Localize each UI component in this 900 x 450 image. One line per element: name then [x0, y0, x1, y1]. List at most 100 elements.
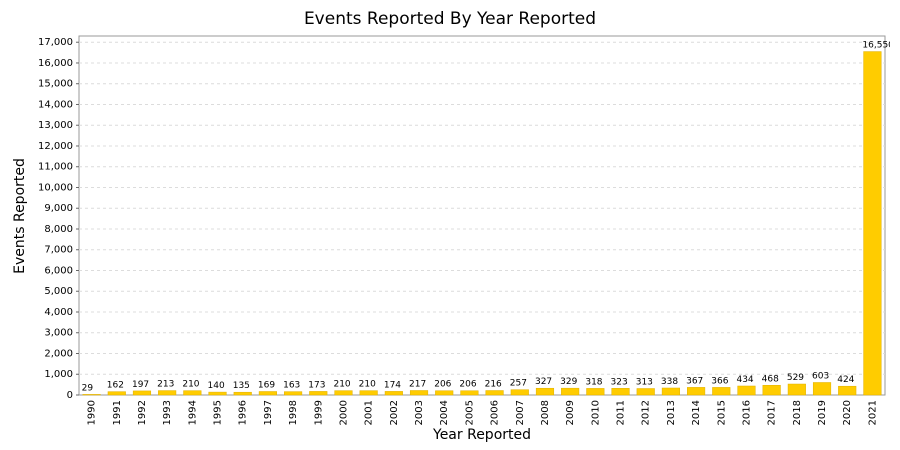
- bar: [158, 390, 177, 396]
- plot-frame: [78, 35, 886, 396]
- x-tick-label: 1999: [313, 400, 324, 425]
- bar: [82, 394, 101, 396]
- value-label: 338: [661, 377, 678, 387]
- x-tick-label: 1990: [87, 400, 98, 425]
- x-tick-label: 2012: [641, 400, 652, 425]
- bar: [384, 391, 403, 396]
- value-label: 169: [258, 380, 275, 390]
- bar: [586, 388, 605, 396]
- bar: [485, 390, 504, 396]
- value-label: 424: [837, 375, 854, 385]
- value-label: 529: [787, 373, 804, 383]
- value-label: 29: [82, 383, 94, 393]
- y-tick-label: 16,000: [38, 58, 73, 69]
- y-tick-label: 4,000: [44, 307, 73, 318]
- bar: [208, 391, 227, 396]
- y-tick-label: 10,000: [38, 182, 73, 193]
- bar: [611, 388, 630, 396]
- bar: [812, 382, 832, 396]
- value-label: 210: [333, 380, 350, 390]
- bar: [687, 387, 706, 396]
- bar: [409, 390, 429, 396]
- bar: [762, 385, 781, 396]
- bar: [787, 383, 806, 396]
- value-label: 140: [208, 381, 225, 391]
- value-label: 210: [359, 380, 376, 390]
- value-label: 323: [611, 377, 628, 387]
- y-tick-label: 13,000: [38, 120, 73, 131]
- bar: [132, 390, 152, 396]
- y-tick-label: 12,000: [38, 141, 73, 152]
- value-label: 206: [434, 380, 451, 390]
- y-tick-label: 7,000: [44, 245, 73, 256]
- value-label: 434: [736, 375, 753, 385]
- y-tick-label: 11,000: [38, 162, 73, 173]
- bar: [233, 391, 252, 396]
- x-tick-label: 1997: [263, 400, 274, 425]
- y-axis-title: Events Reported: [12, 158, 28, 274]
- value-label: 468: [762, 374, 779, 384]
- x-tick-label: 2007: [515, 400, 526, 425]
- x-axis-title: Year Reported: [432, 427, 531, 443]
- value-label: 318: [585, 377, 602, 387]
- x-tick-label: 2000: [338, 400, 349, 425]
- x-tick-label: 2011: [616, 400, 627, 425]
- x-tick-label: 2014: [691, 400, 702, 425]
- value-label: 257: [510, 379, 527, 389]
- bar: [510, 389, 529, 396]
- value-label: 217: [409, 379, 426, 389]
- bar: [838, 385, 857, 396]
- value-labels: 29 162 197 213 210 140 135 169 163 173 210 210 174 21…: [82, 41, 894, 394]
- value-label: 327: [535, 377, 552, 387]
- value-label: 603: [812, 371, 829, 381]
- x-tick-label: 2013: [666, 400, 677, 425]
- bar: [359, 390, 378, 396]
- y-tick-label: 9,000: [44, 203, 73, 214]
- y-tick-label: 6,000: [44, 265, 73, 276]
- x-tick-label: 1992: [137, 400, 148, 425]
- bar: [309, 391, 328, 396]
- y-tick-label: 14,000: [38, 99, 73, 110]
- x-tick-label: 2001: [364, 400, 375, 425]
- value-label: 313: [636, 378, 653, 388]
- bar: [460, 390, 479, 396]
- bar: [712, 387, 731, 396]
- x-tick-label: 2009: [565, 400, 576, 425]
- y-tick-label: 15,000: [38, 79, 73, 90]
- bar: [863, 51, 882, 396]
- bar: [183, 390, 202, 396]
- x-tick-label: 2021: [867, 400, 878, 425]
- bar: [561, 387, 580, 396]
- value-label: 367: [686, 376, 703, 386]
- x-tick-label: 2005: [464, 400, 475, 425]
- x-tick-label: 2016: [741, 400, 752, 425]
- value-label: 197: [132, 380, 149, 390]
- x-tick-label: 1991: [112, 400, 123, 425]
- value-label: 16,550: [862, 41, 894, 51]
- x-tick-label: 2010: [590, 400, 601, 425]
- x-tick-label: 2006: [490, 400, 501, 425]
- x-tick-label: 2015: [716, 400, 727, 425]
- value-label: 174: [384, 380, 401, 390]
- x-tick-label: 1994: [187, 400, 198, 425]
- x-tick-label: 2018: [792, 400, 803, 425]
- value-label: 213: [157, 380, 174, 390]
- value-label: 135: [233, 381, 250, 391]
- chart-title: Events Reported By Year Reported: [304, 9, 596, 29]
- value-label: 162: [107, 381, 124, 391]
- x-tick-label: 1996: [238, 400, 249, 425]
- y-tick-label: 3,000: [44, 328, 73, 339]
- value-label: 206: [459, 380, 476, 390]
- bar: [284, 391, 303, 396]
- value-label: 216: [485, 380, 502, 390]
- x-tick-label: 1995: [213, 400, 224, 425]
- value-label: 366: [711, 376, 728, 386]
- x-tick-label: 2017: [767, 400, 778, 425]
- value-label: 173: [308, 380, 325, 390]
- bar: [258, 391, 277, 396]
- x-tick-label: 2002: [389, 400, 400, 425]
- x-tick-label: 1998: [288, 400, 299, 425]
- y-tick-label: 0: [67, 390, 73, 401]
- value-label: 210: [182, 380, 199, 390]
- value-label: 163: [283, 381, 300, 391]
